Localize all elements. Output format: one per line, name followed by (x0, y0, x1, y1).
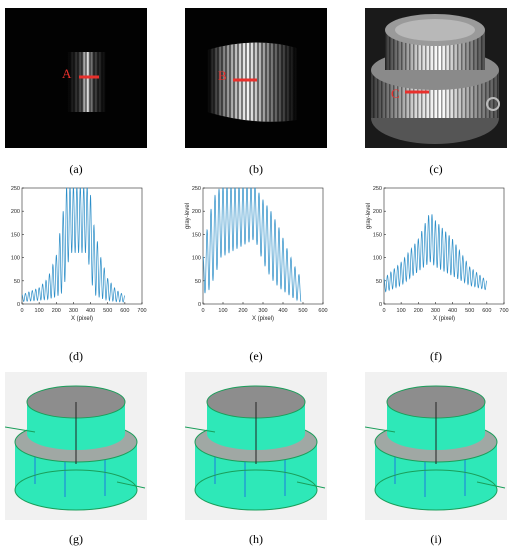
x-tick-label: 700 (499, 308, 508, 314)
model-g-graphic (5, 385, 146, 511)
y-tick-label: 0 (198, 302, 201, 308)
reconstruction (365, 385, 506, 511)
y-tick-label: 150 (11, 232, 20, 238)
y-tick-label: 50 (376, 279, 382, 285)
y-tick-label: 250 (11, 186, 20, 192)
x-tick-label: 100 (218, 308, 227, 314)
y-tick-label: 200 (373, 209, 382, 215)
image-c: C (365, 8, 507, 148)
x-tick-label: 500 (465, 308, 474, 314)
caption-f: (f) (430, 349, 442, 363)
axis-arrow-left (365, 426, 396, 433)
y-tick-label: 100 (373, 256, 382, 262)
x-tick-label: 700 (137, 308, 146, 314)
caption-d: (d) (69, 349, 83, 363)
reconstruction (5, 385, 146, 511)
y-tick-label: 0 (17, 302, 20, 308)
x-tick-label: 400 (448, 308, 457, 314)
x-tick-label: 400 (278, 308, 287, 314)
reconstruction (185, 385, 326, 511)
x-tick-label: 500 (103, 308, 112, 314)
image-a-graphic: A (62, 52, 107, 112)
base-rim (14, 469, 138, 511)
x-axis-label: X (pixel) (252, 316, 274, 322)
x-tick-label: 600 (482, 308, 491, 314)
chart-e: 0 100 200 300 400 500 600 0 50 100 150 200 250 X (pix… (181, 180, 351, 330)
chart-e-svg: 0 100 200 300 400 500 600 0 50 100 150 200 250 X (pix… (185, 186, 328, 322)
y-tick-label: 100 (11, 256, 20, 262)
x-tick-label: 100 (397, 308, 406, 314)
model-g (5, 372, 147, 520)
chart-f-svg: 0 100 200 300 400 500 600 700 0 50 100 150 200 250 X (… (366, 186, 509, 322)
model-i (365, 372, 507, 520)
y-tick-label: 50 (14, 279, 20, 285)
image-b: B (185, 8, 327, 148)
image-a: A (5, 8, 147, 148)
x-tick-label: 600 (318, 308, 327, 314)
model-h (185, 372, 327, 520)
x-tick-label: 400 (86, 308, 95, 314)
marker-label-b: B (218, 68, 227, 83)
x-tick-label: 300 (258, 308, 267, 314)
x-axis-label: X (pixel) (71, 316, 93, 322)
series-line (202, 187, 302, 302)
caption-e: (e) (249, 349, 263, 363)
chart-d: 0 100 200 300 400 500 600 700 0 50 100 150 200 250 X (… (0, 180, 170, 330)
x-tick-label: 0 (382, 308, 385, 314)
series-line (383, 214, 488, 293)
caption-b: (b) (249, 162, 263, 176)
caption-c: (c) (429, 162, 443, 176)
y-tick-label: 200 (192, 209, 201, 215)
marker-label-a: A (62, 66, 72, 81)
y-tick-label: 150 (373, 232, 382, 238)
model-i-graphic (365, 385, 506, 511)
image-b-graphic: B (207, 42, 297, 122)
x-tick-label: 600 (120, 308, 129, 314)
y-axis-label: gray-level (366, 203, 372, 229)
x-tick-label: 300 (431, 308, 440, 314)
y-axis-label: gray-level (185, 203, 191, 229)
plot-frame (21, 187, 143, 305)
y-tick-label: 0 (379, 302, 382, 308)
y-tick-label: 250 (192, 186, 201, 192)
x-tick-label: 0 (20, 308, 23, 314)
axis-arrow-right (116, 481, 146, 489)
marker-label-c: C (391, 86, 400, 101)
axis-arrow-right (476, 481, 506, 489)
y-tick-label: 200 (11, 209, 20, 215)
base-rim (374, 469, 498, 511)
axis-arrow-left (5, 426, 36, 433)
axis-arrow-right (296, 481, 326, 489)
x-tick-label: 200 (52, 308, 61, 314)
caption-a: (a) (69, 162, 83, 176)
base-rim (194, 469, 318, 511)
y-tick-label: 50 (195, 279, 201, 285)
x-tick-label: 100 (35, 308, 44, 314)
caption-i: (i) (430, 532, 442, 546)
axis-arrow-left (185, 426, 216, 433)
image-c-graphic: C (365, 8, 507, 148)
x-tick-label: 300 (69, 308, 78, 314)
x-tick-label: 200 (238, 308, 247, 314)
caption-g: (g) (69, 532, 83, 546)
caption-h: (h) (249, 532, 263, 546)
x-tick-label: 500 (298, 308, 307, 314)
y-tick-label: 150 (192, 232, 201, 238)
x-axis-label: X (pixel) (433, 316, 455, 322)
model-h-graphic (185, 385, 326, 511)
x-tick-label: 200 (414, 308, 423, 314)
series-line (21, 187, 126, 303)
y-tick-label: 250 (373, 186, 382, 192)
chart-d-svg: 0 100 200 300 400 500 600 700 0 50 100 150 200 250 X (… (11, 186, 147, 322)
x-tick-label: 0 (201, 308, 204, 314)
chart-f: 0 100 200 300 400 500 600 700 0 50 100 150 200 250 X (… (362, 180, 513, 330)
y-tick-label: 100 (192, 256, 201, 262)
plot-frame (202, 187, 324, 305)
